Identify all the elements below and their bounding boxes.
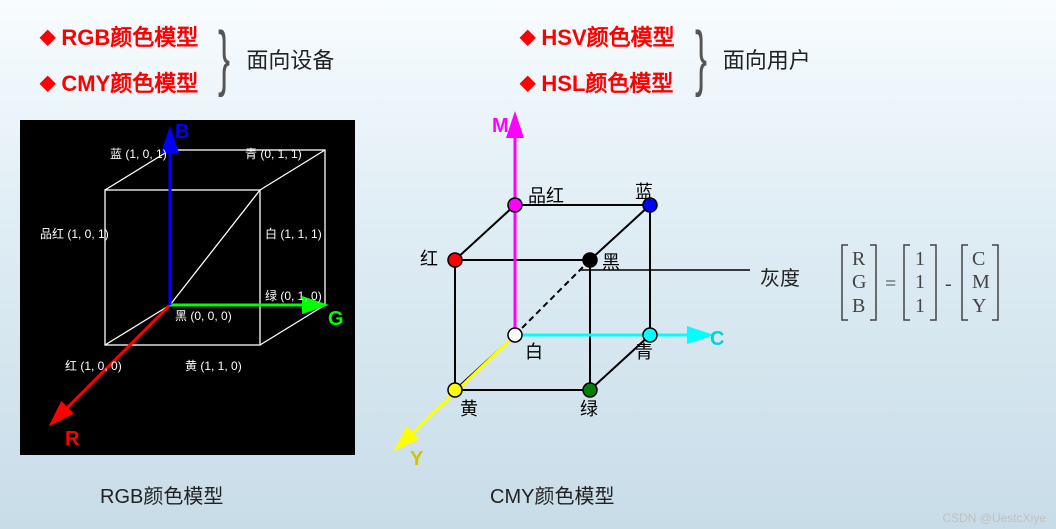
axis-b-label: B — [175, 121, 189, 143]
svg-text:黑 (0, 0, 0): 黑 (0, 0, 0) — [175, 309, 232, 323]
svg-text:M: M — [972, 271, 990, 293]
bullet-hsv: ◆ HSV颜色模型 — [520, 20, 675, 52]
svg-text:=: = — [885, 273, 896, 295]
vertex-black: 黑 — [602, 252, 620, 272]
axis-m-label: M — [492, 115, 509, 137]
header-left: ◆ RGB颜色模型 ◆ CMY颜色模型 } 面向设备 — [40, 20, 334, 98]
bullet-rgb: ◆ RGB颜色模型 — [40, 20, 198, 52]
bullet-hsl: ◆ HSL颜色模型 — [520, 66, 675, 98]
svg-text:绿 (0, 1, 0): 绿 (0, 1, 0) — [265, 288, 322, 303]
vertex-yellow: 黄 — [460, 399, 478, 419]
svg-text:1: 1 — [915, 295, 925, 317]
svg-text:Y: Y — [972, 295, 986, 317]
svg-text:红 (1, 0, 0): 红 (1, 0, 0) — [65, 358, 122, 373]
svg-text:C: C — [972, 248, 985, 270]
category-user: 面向用户 — [723, 43, 811, 75]
watermark: CSDN @UestcXiye — [942, 511, 1046, 525]
gray-label: 灰度 — [760, 262, 800, 291]
brace-icon: } — [695, 30, 707, 88]
vertex-cyan: 青 — [635, 342, 653, 362]
bullet-label: HSL颜色模型 — [541, 66, 673, 98]
brace-icon: } — [218, 30, 230, 88]
bullet-label: CMY颜色模型 — [61, 66, 198, 98]
svg-text:1: 1 — [915, 248, 925, 270]
diamond-icon: ◆ — [520, 24, 535, 49]
vertex-white: 白 — [525, 342, 543, 362]
svg-text:B: B — [852, 295, 865, 317]
svg-text:R: R — [852, 248, 866, 270]
bullet-label: RGB颜色模型 — [61, 20, 198, 52]
vertex-blue: 蓝 — [635, 182, 653, 202]
svg-text:品红 (1, 0, 1): 品红 (1, 0, 1) — [40, 226, 109, 241]
axis-c-label: C — [710, 328, 724, 350]
bullet-label: HSV颜色模型 — [541, 20, 674, 52]
cmy-cube-diagram: M C Y 白 黄 绿 青 红 品红 蓝 黑 — [380, 110, 760, 490]
diamond-icon: ◆ — [40, 70, 55, 95]
rgb-cube-diagram: R G B 黑 (0, 0, 0) 红 (1, 0, 0) 黄 (1, 1, 0… — [20, 120, 355, 455]
cmy-panel-label: CMY颜色模型 — [490, 480, 614, 509]
svg-text:黄 (1, 1, 0): 黄 (1, 1, 0) — [185, 359, 242, 373]
vertex-red: 红 — [420, 249, 438, 269]
axis-r-label: R — [65, 428, 80, 450]
category-device: 面向设备 — [246, 43, 334, 75]
axis-y-label: Y — [410, 448, 424, 470]
svg-text:白 (1, 1, 1): 白 (1, 1, 1) — [265, 226, 322, 241]
rgb-panel-label: RGB颜色模型 — [100, 480, 223, 509]
diamond-icon: ◆ — [520, 70, 535, 95]
rgb-cmy-formula: R G B = 1 1 1 - C M Y — [840, 240, 1050, 330]
left-bullets: ◆ RGB颜色模型 ◆ CMY颜色模型 — [40, 20, 198, 98]
svg-text:-: - — [945, 273, 952, 295]
right-bullets: ◆ HSV颜色模型 ◆ HSL颜色模型 — [520, 20, 675, 98]
vertex-green: 绿 — [580, 399, 598, 419]
header-right: ◆ HSV颜色模型 ◆ HSL颜色模型 } 面向用户 — [520, 20, 811, 98]
svg-text:G: G — [852, 271, 866, 293]
bullet-cmy: ◆ CMY颜色模型 — [40, 66, 198, 98]
svg-text:1: 1 — [915, 271, 925, 293]
axis-g-label: G — [328, 308, 344, 330]
diamond-icon: ◆ — [40, 24, 55, 49]
svg-text:蓝 (1, 0, 1): 蓝 (1, 0, 1) — [110, 147, 167, 161]
svg-text:青 (0, 1, 1): 青 (0, 1, 1) — [245, 147, 302, 161]
vertex-magenta: 品红 — [528, 186, 564, 206]
